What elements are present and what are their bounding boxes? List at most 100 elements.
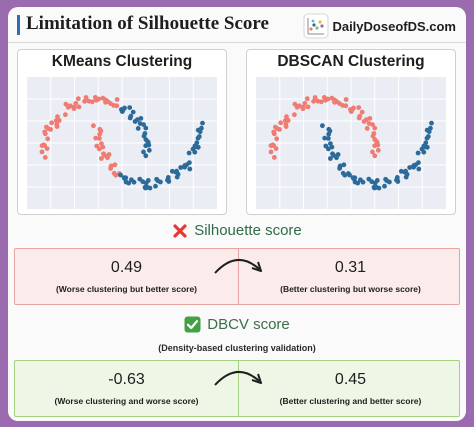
dbcv-kmeans-cell: -0.63 (Worse clustering and worse score) [15,361,238,416]
dbcv-kmeans-caption: (Worse clustering and worse score) [54,396,199,406]
data-point [334,155,339,161]
data-point [135,117,140,122]
data-point [415,150,421,156]
data-point [178,165,184,170]
data-point [56,117,62,123]
data-point [347,172,352,178]
data-point [312,95,318,100]
data-point [356,105,362,110]
data-point [118,172,123,178]
data-point [364,117,369,122]
data-point [328,156,333,161]
data-point [196,134,202,139]
data-point [322,135,328,141]
check-mark-icon [184,316,201,333]
silhouette-heading: Silhouette score [8,222,466,239]
data-point [169,168,175,174]
data-point [71,106,77,112]
data-point [273,146,279,151]
dbscan-scatter-plot [256,77,446,209]
data-point [75,96,81,102]
data-point [341,162,347,168]
curved-arrow-icon [214,259,262,274]
data-point [283,124,289,129]
data-point [187,160,192,166]
data-point [375,147,381,153]
data-point [94,97,99,103]
data-point [271,131,277,137]
dbcv-label: DBCV score [207,316,290,333]
data-point [54,124,60,129]
silhouette-score-box: 0.49 (Worse clustering but better score)… [14,248,460,305]
data-point [327,128,333,134]
data-point [382,183,387,189]
data-point [145,178,151,183]
data-point [98,128,104,134]
data-point [200,120,205,126]
data-point [100,95,106,101]
data-point [76,104,82,110]
data-point [357,113,363,119]
silhouette-dbscan-cell: 0.31 (Better clustering but worse score) [239,249,462,304]
data-point [376,185,382,191]
data-point [48,127,53,132]
data-point [278,120,284,126]
data-point [105,155,110,161]
data-point [429,120,434,126]
data-point [146,147,152,153]
data-point [130,109,136,115]
data-point [83,95,89,100]
data-point [93,135,99,141]
infographic-card: Limitation of Silhouette Score DailyDose… [8,7,466,421]
silhouette-label: Silhouette score [194,222,302,239]
data-point [39,143,45,148]
data-point [268,143,274,148]
data-point [120,107,126,112]
data-point [274,136,280,142]
data-point [135,126,141,131]
data-point [370,149,375,155]
dbcv-dbscan-caption: (Better clustering and better score) [279,396,422,406]
data-point [97,136,102,141]
data-point [411,163,417,168]
header-divider [8,42,466,43]
data-point [141,149,146,155]
data-point [323,97,328,103]
data-point [407,165,413,170]
box-divider [238,249,239,304]
header: Limitation of Silhouette Score DailyDose… [8,7,466,41]
data-point [186,150,192,156]
kmeans-title: KMeans Clustering [51,53,193,70]
data-point [355,180,361,186]
data-point [127,105,133,110]
data-point [99,156,104,161]
data-point [73,100,79,106]
data-point [416,166,422,172]
data-point [123,175,129,181]
data-point [337,164,343,169]
data-point [65,104,71,110]
data-point [165,177,170,183]
data-point [175,171,181,177]
data-point [416,160,421,166]
data-point [277,127,282,132]
data-point [364,126,370,131]
dbcv-subtitle: (Density-based clustering validation) [158,343,316,353]
data-point [143,153,149,159]
data-point [44,146,50,151]
page-title: Limitation of Silhouette Score [26,13,269,34]
data-point [304,96,310,102]
dbcv-kmeans-value: -0.63 [108,371,145,388]
data-point [349,107,355,112]
data-point [326,146,331,152]
data-point [42,131,48,137]
silhouette-dbscan-value: 0.31 [334,259,367,276]
data-point [398,168,404,174]
data-point [137,121,143,126]
data-point [292,112,297,118]
data-point [358,177,363,183]
dbscan-panel: DBSCAN Clustering [246,49,456,215]
data-point [311,98,316,104]
data-point [424,127,430,133]
data-point [372,153,378,159]
